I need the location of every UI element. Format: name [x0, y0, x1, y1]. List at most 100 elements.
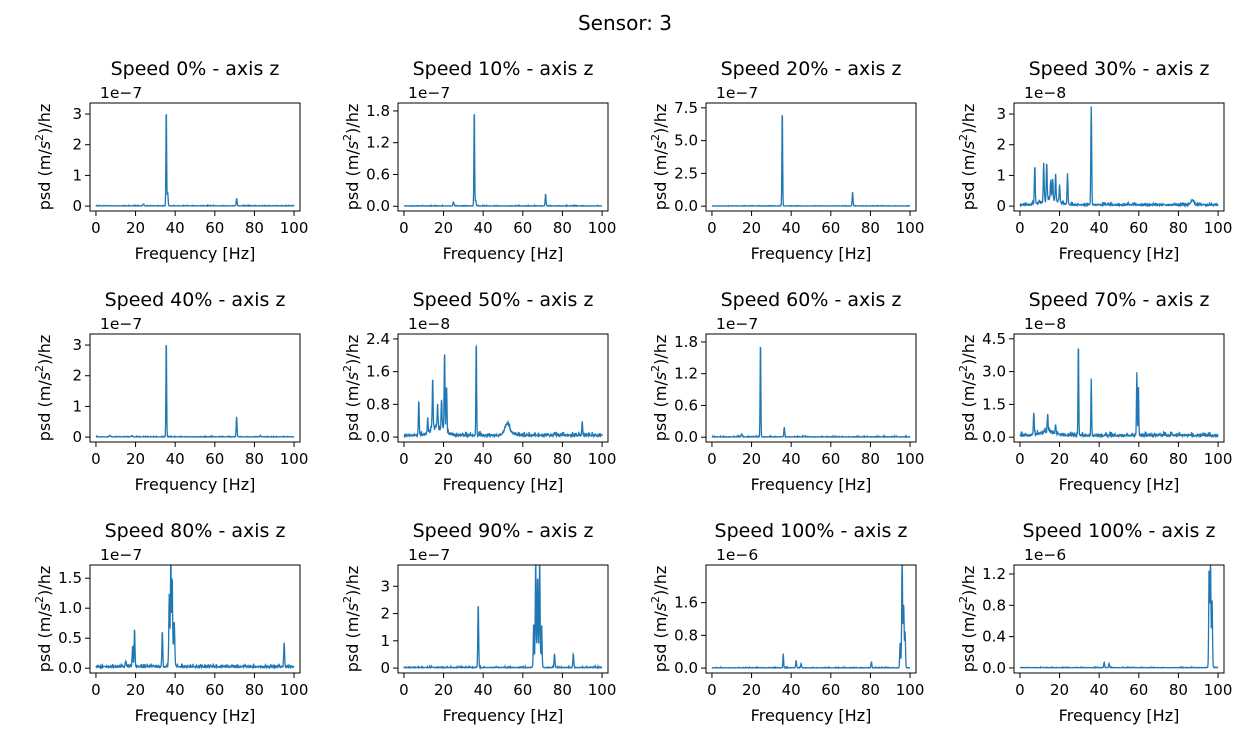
- subplot-title: Speed 40% - axis z: [105, 289, 286, 311]
- x-tick-label: 60: [1129, 450, 1148, 468]
- y-axis-label: psd (m/s2)/hz: [341, 566, 362, 672]
- y-label-prefix: psd (m/: [651, 380, 670, 442]
- x-tick-label: 0: [399, 681, 409, 699]
- y-tick-label: 1.2: [982, 565, 1006, 583]
- x-axis-label: Frequency [Hz]: [443, 244, 564, 263]
- offset-text: 1e−7: [100, 315, 142, 333]
- subplot-title: Speed 70% - axis z: [1029, 289, 1210, 311]
- x-tick-label: 20: [1050, 219, 1069, 237]
- y-label-unit: s: [35, 372, 54, 380]
- y-tick-label: 0.8: [982, 596, 1006, 614]
- x-tick-label: 40: [166, 450, 185, 468]
- y-label-exponent: 2: [957, 365, 970, 372]
- subplot-6: Speed 60% - axis z 1e−7 0 20 40 60 80 100 0.0 0.6…: [649, 289, 924, 494]
- x-axis-label: Frequency [Hz]: [443, 475, 564, 494]
- x-tick-label: 80: [861, 219, 880, 237]
- y-label-prefix: psd (m/: [35, 380, 54, 442]
- offset-text: 1e−8: [1024, 84, 1066, 102]
- x-tick-label: 80: [245, 219, 264, 237]
- subplot-title: Speed 60% - axis z: [721, 289, 902, 311]
- x-tick-label: 80: [553, 681, 572, 699]
- y-tick-label: 7.5: [674, 99, 698, 117]
- x-tick-label: 80: [861, 681, 880, 699]
- subplot-title: Speed 50% - axis z: [413, 289, 594, 311]
- x-tick-label: 80: [1169, 450, 1188, 468]
- x-tick-label: 60: [821, 681, 840, 699]
- y-tick-label: 0.0: [58, 659, 82, 677]
- y-label-prefix: psd (m/: [343, 611, 362, 673]
- y-tick-label: 0.0: [674, 428, 698, 446]
- x-tick-label: 0: [1015, 219, 1025, 237]
- x-tick-label: 20: [126, 681, 145, 699]
- y-label-unit: s: [959, 141, 978, 149]
- y-tick-label: 1.0: [58, 599, 82, 617]
- x-tick-label: 0: [399, 450, 409, 468]
- offset-text: 1e−7: [100, 84, 142, 102]
- axes-frame: [89, 333, 301, 443]
- psd-series-line: [95, 344, 295, 439]
- y-label-prefix: psd (m/: [651, 149, 670, 211]
- y-axis-label: psd (m/s2)/hz: [957, 566, 978, 672]
- psd-series-line: [403, 113, 603, 208]
- x-tick-label: 100: [280, 219, 309, 237]
- psd-series-line: [1019, 348, 1219, 439]
- x-tick-label: 60: [821, 219, 840, 237]
- x-tick-label: 80: [1169, 219, 1188, 237]
- y-tick-label: 0.0: [674, 197, 698, 215]
- y-axis-label: psd (m/s2)/hz: [341, 335, 362, 441]
- y-label-exponent: 2: [341, 596, 354, 603]
- y-label-unit: s: [959, 372, 978, 380]
- x-axis-label: Frequency [Hz]: [751, 244, 872, 263]
- x-tick-label: 0: [91, 681, 101, 699]
- figure-suptitle: Sensor: 3: [578, 11, 672, 35]
- axes-frame: [397, 102, 609, 212]
- y-tick-label: 3: [996, 105, 1006, 123]
- x-tick-label: 100: [896, 450, 925, 468]
- y-label-suffix: )/hz: [959, 566, 978, 596]
- y-axis-label: psd (m/s2)/hz: [649, 104, 670, 210]
- axes-frame: [1013, 333, 1225, 443]
- axes-frame: [397, 333, 609, 443]
- subplot-10: Speed 100% - axis z 1e−6 0 20 40 60 80 100 0.0 0.…: [649, 520, 924, 725]
- y-label-unit: s: [959, 603, 978, 611]
- x-axis-label: Frequency [Hz]: [135, 475, 256, 494]
- subplot-title: Speed 100% - axis z: [715, 520, 908, 542]
- y-tick-label: 2: [380, 605, 390, 623]
- y-label-suffix: )/hz: [343, 335, 362, 365]
- y-label-exponent: 2: [649, 365, 662, 372]
- subplot-0: Speed 0% - axis z 1e−7 0 20 40 60 80 100 0 1 2 3 Fre…: [33, 58, 308, 263]
- y-tick-label: 0.0: [982, 659, 1006, 677]
- axes-frame: [705, 102, 917, 212]
- offset-text: 1e−7: [716, 315, 758, 333]
- y-axis-label: psd (m/s2)/hz: [33, 335, 54, 441]
- axes-frame: [397, 564, 609, 674]
- x-tick-label: 40: [166, 681, 185, 699]
- x-tick-label: 60: [821, 450, 840, 468]
- x-tick-label: 0: [707, 219, 717, 237]
- x-axis-label: Frequency [Hz]: [1059, 475, 1180, 494]
- psd-series-line: [95, 113, 295, 208]
- x-tick-label: 20: [742, 681, 761, 699]
- x-tick-label: 20: [434, 681, 453, 699]
- x-tick-label: 40: [1090, 681, 1109, 699]
- axes-frame: [89, 102, 301, 212]
- x-tick-label: 40: [1090, 450, 1109, 468]
- axes-frame: [1013, 102, 1225, 212]
- y-tick-label: 1.2: [366, 134, 390, 152]
- y-label-suffix: )/hz: [343, 566, 362, 596]
- x-tick-label: 20: [126, 219, 145, 237]
- y-label-prefix: psd (m/: [959, 149, 978, 211]
- y-tick-label: 3: [72, 336, 82, 354]
- subplot-5: Speed 50% - axis z 1e−8 0 20 40 60 80 100 0.0 0.8…: [341, 289, 616, 494]
- y-axis-label: psd (m/s2)/hz: [957, 335, 978, 441]
- y-tick-label: 1: [72, 397, 82, 415]
- x-tick-label: 100: [280, 450, 309, 468]
- y-label-unit: s: [35, 603, 54, 611]
- x-axis-label: Frequency [Hz]: [1059, 244, 1180, 263]
- y-tick-label: 0.4: [982, 628, 1006, 646]
- x-tick-label: 0: [707, 681, 717, 699]
- y-label-unit: s: [651, 141, 670, 149]
- y-tick-label: 1: [380, 632, 390, 650]
- y-label-prefix: psd (m/: [651, 611, 670, 673]
